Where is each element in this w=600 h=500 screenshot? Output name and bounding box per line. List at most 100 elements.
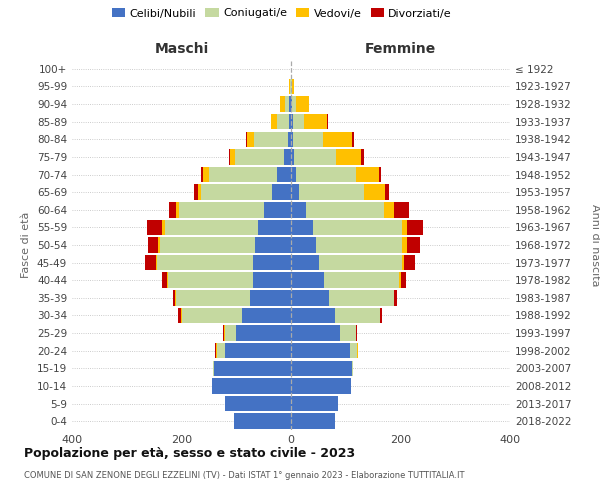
Bar (291, 132, 293, 147)
Bar (157, 255, 253, 270)
Bar (158, 237, 160, 253)
Bar (258, 220, 291, 235)
Bar (291, 308, 335, 323)
Bar (198, 184, 200, 200)
Bar (394, 202, 409, 218)
Bar (242, 308, 291, 323)
Bar (176, 202, 179, 218)
Bar (291, 184, 299, 200)
Bar (277, 114, 289, 130)
Legend: Celibi/Nubili, Coniugati/e, Vedovi/e, Divorziati/e: Celibi/Nubili, Coniugati/e, Vedovi/e, Di… (112, 8, 452, 18)
Bar (246, 132, 247, 147)
Bar (280, 96, 285, 112)
Bar (337, 149, 361, 164)
Bar (290, 78, 291, 94)
Bar (200, 167, 203, 182)
Bar (291, 255, 319, 270)
Bar (169, 202, 176, 218)
Bar (291, 290, 329, 306)
Bar (329, 290, 394, 306)
Bar (213, 360, 214, 376)
Bar (236, 326, 291, 341)
Bar (156, 255, 157, 270)
Bar (299, 184, 364, 200)
Bar (289, 78, 290, 94)
Bar (293, 114, 304, 130)
Bar (304, 114, 326, 130)
Bar (194, 184, 198, 200)
Bar (292, 78, 294, 94)
Bar (356, 167, 379, 182)
Bar (160, 237, 256, 253)
Bar (352, 132, 354, 147)
Bar (291, 78, 292, 94)
Bar (291, 326, 340, 341)
Bar (291, 360, 352, 376)
Bar (291, 396, 338, 411)
Bar (326, 114, 328, 130)
Bar (230, 149, 235, 164)
Bar (316, 237, 402, 253)
Bar (148, 237, 158, 253)
Bar (404, 255, 415, 270)
Bar (288, 132, 291, 147)
Bar (253, 272, 291, 288)
Bar (356, 326, 357, 341)
Bar (226, 326, 236, 341)
Bar (291, 378, 351, 394)
Bar (253, 255, 291, 270)
Bar (226, 396, 291, 411)
Bar (407, 220, 424, 235)
Bar (217, 343, 226, 358)
Bar (165, 220, 258, 235)
Bar (400, 272, 401, 288)
Bar (292, 96, 296, 112)
Text: Maschi: Maschi (154, 42, 209, 56)
Bar (291, 343, 350, 358)
Text: Popolazione per età, sesso e stato civile - 2023: Popolazione per età, sesso e stato civil… (24, 448, 355, 460)
Bar (323, 132, 352, 147)
Bar (178, 308, 181, 323)
Bar (291, 167, 296, 182)
Text: Femmine: Femmine (365, 42, 436, 56)
Bar (291, 272, 324, 288)
Bar (394, 290, 397, 306)
Bar (224, 326, 226, 341)
Bar (233, 414, 291, 429)
Bar (250, 290, 291, 306)
Bar (284, 149, 291, 164)
Bar (256, 237, 291, 253)
Bar (145, 255, 156, 270)
Bar (350, 343, 357, 358)
Bar (229, 149, 230, 164)
Bar (289, 114, 291, 130)
Text: COMUNE DI SAN ZENONE DEGLI EZZELINI (TV) - Dati ISTAT 1° gennaio 2023 - Elaboraz: COMUNE DI SAN ZENONE DEGLI EZZELINI (TV)… (24, 471, 464, 480)
Bar (352, 360, 353, 376)
Bar (364, 184, 385, 200)
Bar (340, 326, 356, 341)
Bar (162, 272, 167, 288)
Bar (324, 272, 400, 288)
Bar (168, 272, 253, 288)
Bar (401, 255, 404, 270)
Bar (296, 167, 356, 182)
Bar (272, 184, 291, 200)
Bar (277, 167, 291, 182)
Bar (291, 237, 316, 253)
Bar (176, 290, 250, 306)
Bar (147, 220, 163, 235)
Bar (291, 414, 335, 429)
Bar (407, 237, 420, 253)
Bar (379, 167, 382, 182)
Bar (173, 290, 175, 306)
Bar (296, 96, 308, 112)
Bar (212, 378, 291, 394)
Bar (291, 220, 313, 235)
Bar (319, 255, 401, 270)
Bar (214, 360, 291, 376)
Bar (294, 149, 337, 164)
Bar (226, 343, 291, 358)
Y-axis label: Anni di nascita: Anni di nascita (590, 204, 599, 286)
Bar (307, 202, 384, 218)
Bar (361, 149, 364, 164)
